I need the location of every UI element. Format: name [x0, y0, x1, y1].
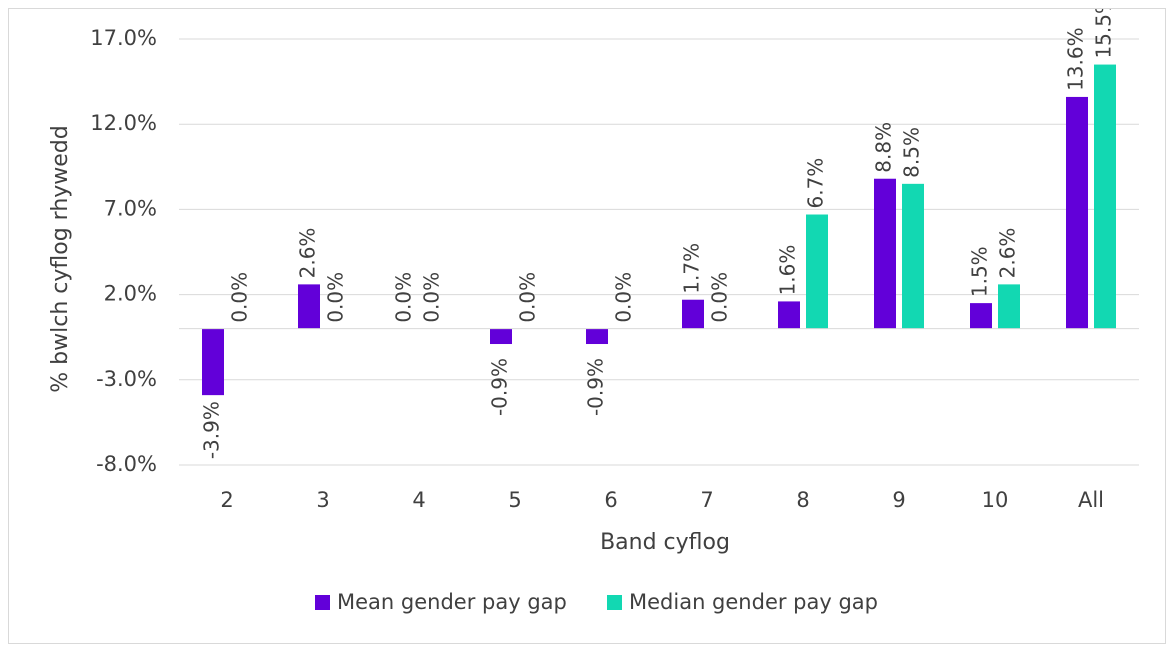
y-axis-ticks: -8.0% -3.0% 2.0% 7.0% 12.0% 17.0% — [90, 26, 157, 476]
y-tick-label: 17.0% — [90, 26, 157, 50]
data-label: 0.0% — [516, 272, 540, 323]
x-tick-label: 3 — [316, 488, 329, 512]
bar-mean — [298, 284, 320, 329]
y-tick-label: 12.0% — [90, 111, 157, 135]
bars — [202, 64, 1116, 396]
x-axis-ticks: 2 3 4 5 6 7 8 9 10 All — [220, 488, 1104, 512]
data-label: 0.0% — [392, 272, 416, 323]
data-label: 13.6% — [1064, 27, 1088, 91]
legend: Mean gender pay gap Median gender pay gap — [315, 590, 878, 614]
data-label: 0.0% — [228, 272, 252, 323]
y-tick-label: -3.0% — [96, 367, 157, 391]
data-label: 0.0% — [420, 272, 444, 323]
chart-container: -8.0% -3.0% 2.0% 7.0% 12.0% 17.0% 2 3 4 5 6 7 8 9 10 A… — [8, 0, 1166, 644]
x-tick-label: 9 — [892, 488, 905, 512]
bar-mean — [970, 303, 992, 329]
bar-median — [1094, 64, 1116, 329]
legend-item-median: Median gender pay gap — [607, 590, 878, 614]
x-axis-label: Band cyflog — [600, 530, 730, 555]
data-label: 8.5% — [900, 127, 924, 178]
legend-item-mean: Mean gender pay gap — [315, 590, 567, 614]
data-label: -0.9% — [488, 358, 512, 416]
bar-chart: -8.0% -3.0% 2.0% 7.0% 12.0% 17.0% 2 3 4 5 6 7 8 9 10 A… — [48, 0, 1139, 614]
bar-median — [902, 183, 924, 329]
bar-mean — [1066, 96, 1088, 329]
legend-label: Median gender pay gap — [629, 590, 878, 614]
data-label: -3.9% — [200, 401, 224, 459]
data-label: 15.5% — [1092, 9, 1116, 59]
y-tick-label: 2.0% — [104, 282, 157, 306]
legend-label: Mean gender pay gap — [337, 590, 567, 614]
data-label: 1.5% — [968, 246, 992, 297]
bar-median — [998, 284, 1020, 329]
data-label: 0.0% — [708, 272, 732, 323]
data-label: 0.0% — [324, 272, 348, 323]
data-label: 0.0% — [612, 272, 636, 323]
x-tick-label: 2 — [220, 488, 233, 512]
bar-mean — [682, 299, 704, 329]
x-tick-label: 6 — [604, 488, 617, 512]
y-tick-label: -8.0% — [96, 452, 157, 476]
data-label: 6.7% — [804, 158, 828, 209]
data-label: 1.7% — [680, 243, 704, 294]
x-tick-label: 7 — [700, 488, 713, 512]
x-tick-label: 4 — [412, 488, 425, 512]
data-label: -0.9% — [584, 358, 608, 416]
y-axis-label: % bwlch cyflog rhywedd — [48, 125, 73, 392]
bar-median — [806, 214, 828, 329]
bar-mean — [778, 301, 800, 329]
data-label: 1.6% — [776, 245, 800, 296]
data-label: 2.6% — [996, 228, 1020, 279]
x-tick-label: All — [1078, 488, 1104, 512]
y-tick-label: 7.0% — [104, 196, 157, 220]
data-label: 2.6% — [296, 228, 320, 279]
x-tick-label: 10 — [982, 488, 1009, 512]
x-tick-label: 8 — [796, 488, 809, 512]
legend-swatch — [607, 595, 622, 610]
x-tick-label: 5 — [508, 488, 521, 512]
bar-mean — [202, 328, 224, 396]
bar-mean — [586, 328, 608, 345]
data-label: 8.8% — [872, 122, 896, 173]
bar-mean — [874, 178, 896, 329]
legend-swatch — [315, 595, 330, 610]
bar-mean — [490, 328, 512, 345]
gridlines — [179, 38, 1139, 466]
data-labels: -3.9%0.0%2.6%0.0% 0.0% 0.0% 0.0% 0.0%1.7%0.0… — [200, 0, 1116, 459]
